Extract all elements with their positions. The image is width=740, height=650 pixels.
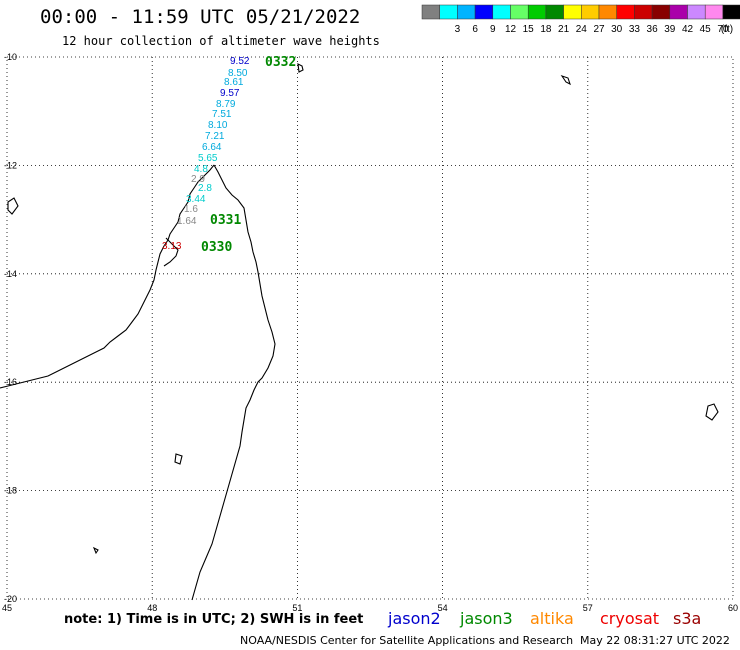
swh-value: 3.13 — [162, 241, 182, 252]
swh-value: 8.10 — [208, 120, 228, 131]
legend-tick-label: 27 — [593, 24, 605, 35]
swh-value: 4.8 — [194, 164, 208, 175]
lat-tick-label: -14 — [4, 269, 17, 279]
pass-label: 0332 — [265, 55, 296, 70]
islet-south — [92, 546, 99, 555]
map-frame — [6, 56, 734, 600]
lat-tick-label: -16 — [4, 377, 17, 387]
swh-value: 1.6 — [184, 204, 198, 215]
islet-west — [7, 197, 19, 215]
footer-note: note: 1) Time is in UTC; 2) SWH is in fe… — [64, 612, 364, 627]
lat-tick-label: -10 — [4, 52, 17, 62]
swh-value: 5.65 — [198, 153, 218, 164]
legend-swatch — [722, 4, 740, 20]
swh-value: 2.8 — [198, 183, 212, 194]
swh-value: 1.64 — [177, 216, 197, 227]
lon-tick-label: 51 — [292, 603, 302, 613]
legend-tick-label: 12 — [505, 24, 517, 35]
madagascar-west-coast — [0, 164, 215, 389]
page-subtitle: 12 hour collection of altimeter wave hei… — [62, 34, 380, 48]
legend-tick-label: 42 — [682, 24, 694, 35]
color-legend: 3 6 9 12 15 18 21 24 27 30 33 36 39 42 45 70(ft) — [421, 4, 740, 35]
lat-tick-label: -18 — [4, 486, 17, 496]
lat-tick-label: -20 — [4, 594, 17, 604]
legend-s3a: s3a — [673, 609, 702, 628]
swh-value: 2.9 — [191, 174, 205, 185]
legend-tick-label: 15 — [523, 24, 535, 35]
lon-tick-label: 57 — [583, 603, 593, 613]
generated-timestamp: May 22 08:31:27 UTC 2022 — [580, 634, 730, 647]
legend-tick-label: 39 — [664, 24, 676, 35]
madagascar-east-coast — [191, 164, 276, 601]
lon-tick-label: 45 — [2, 603, 12, 613]
legend-tick-label: 30 — [611, 24, 623, 35]
legend-altika: altika — [530, 609, 574, 628]
grid-lines — [6, 56, 734, 600]
pass-label: 0331 — [210, 213, 241, 228]
swh-value: 7.51 — [212, 109, 232, 120]
credits: NOAA/NESDIS Center for Satellite Applica… — [240, 634, 574, 647]
legend-tick-label: 24 — [576, 24, 588, 35]
legend-tick-label: 45 — [700, 24, 712, 35]
legend-cryosat: cryosat — [600, 609, 660, 628]
coastline — [0, 63, 719, 601]
legend-tick-label: 6 — [472, 24, 478, 35]
legend-jason2: jason2 — [388, 609, 441, 628]
swh-value: 9.52 — [230, 56, 250, 67]
legend-tick-label: 3 — [455, 24, 461, 35]
pass-label: 0330 — [201, 240, 232, 255]
legend-tick-label: 18 — [540, 24, 552, 35]
legend-tick-label: 33 — [629, 24, 641, 35]
lat-tick-label: -12 — [4, 160, 17, 170]
legend-tick-label: 70 — [717, 24, 729, 35]
legend-unit: (ft) — [721, 24, 733, 35]
swh-value: 8.50 — [228, 68, 248, 79]
islet-northeast — [560, 74, 571, 86]
page-title: 00:00 - 11:59 UTC 05/21/2022 — [40, 6, 361, 28]
swh-value: 8.61 — [224, 77, 244, 88]
legend-jason3: jason3 — [460, 609, 513, 628]
legend-tick-label: 9 — [490, 24, 496, 35]
legend-tick-label: 21 — [558, 24, 570, 35]
swh-value: 9.57 — [220, 88, 240, 99]
islet-nosy — [174, 453, 183, 465]
legend-tick-label: 36 — [647, 24, 659, 35]
lon-tick-label: 48 — [147, 603, 157, 613]
swh-value: 7.21 — [205, 131, 225, 142]
swh-value: 3.44 — [186, 194, 206, 205]
swh-value: 6.64 — [202, 142, 222, 153]
swh-value: 8.79 — [216, 99, 236, 110]
islet-tip — [297, 63, 304, 73]
islet-east — [705, 403, 719, 421]
coast-bay — [163, 237, 179, 267]
lon-tick-label: 54 — [438, 603, 448, 613]
lon-tick-label: 60 — [728, 603, 738, 613]
